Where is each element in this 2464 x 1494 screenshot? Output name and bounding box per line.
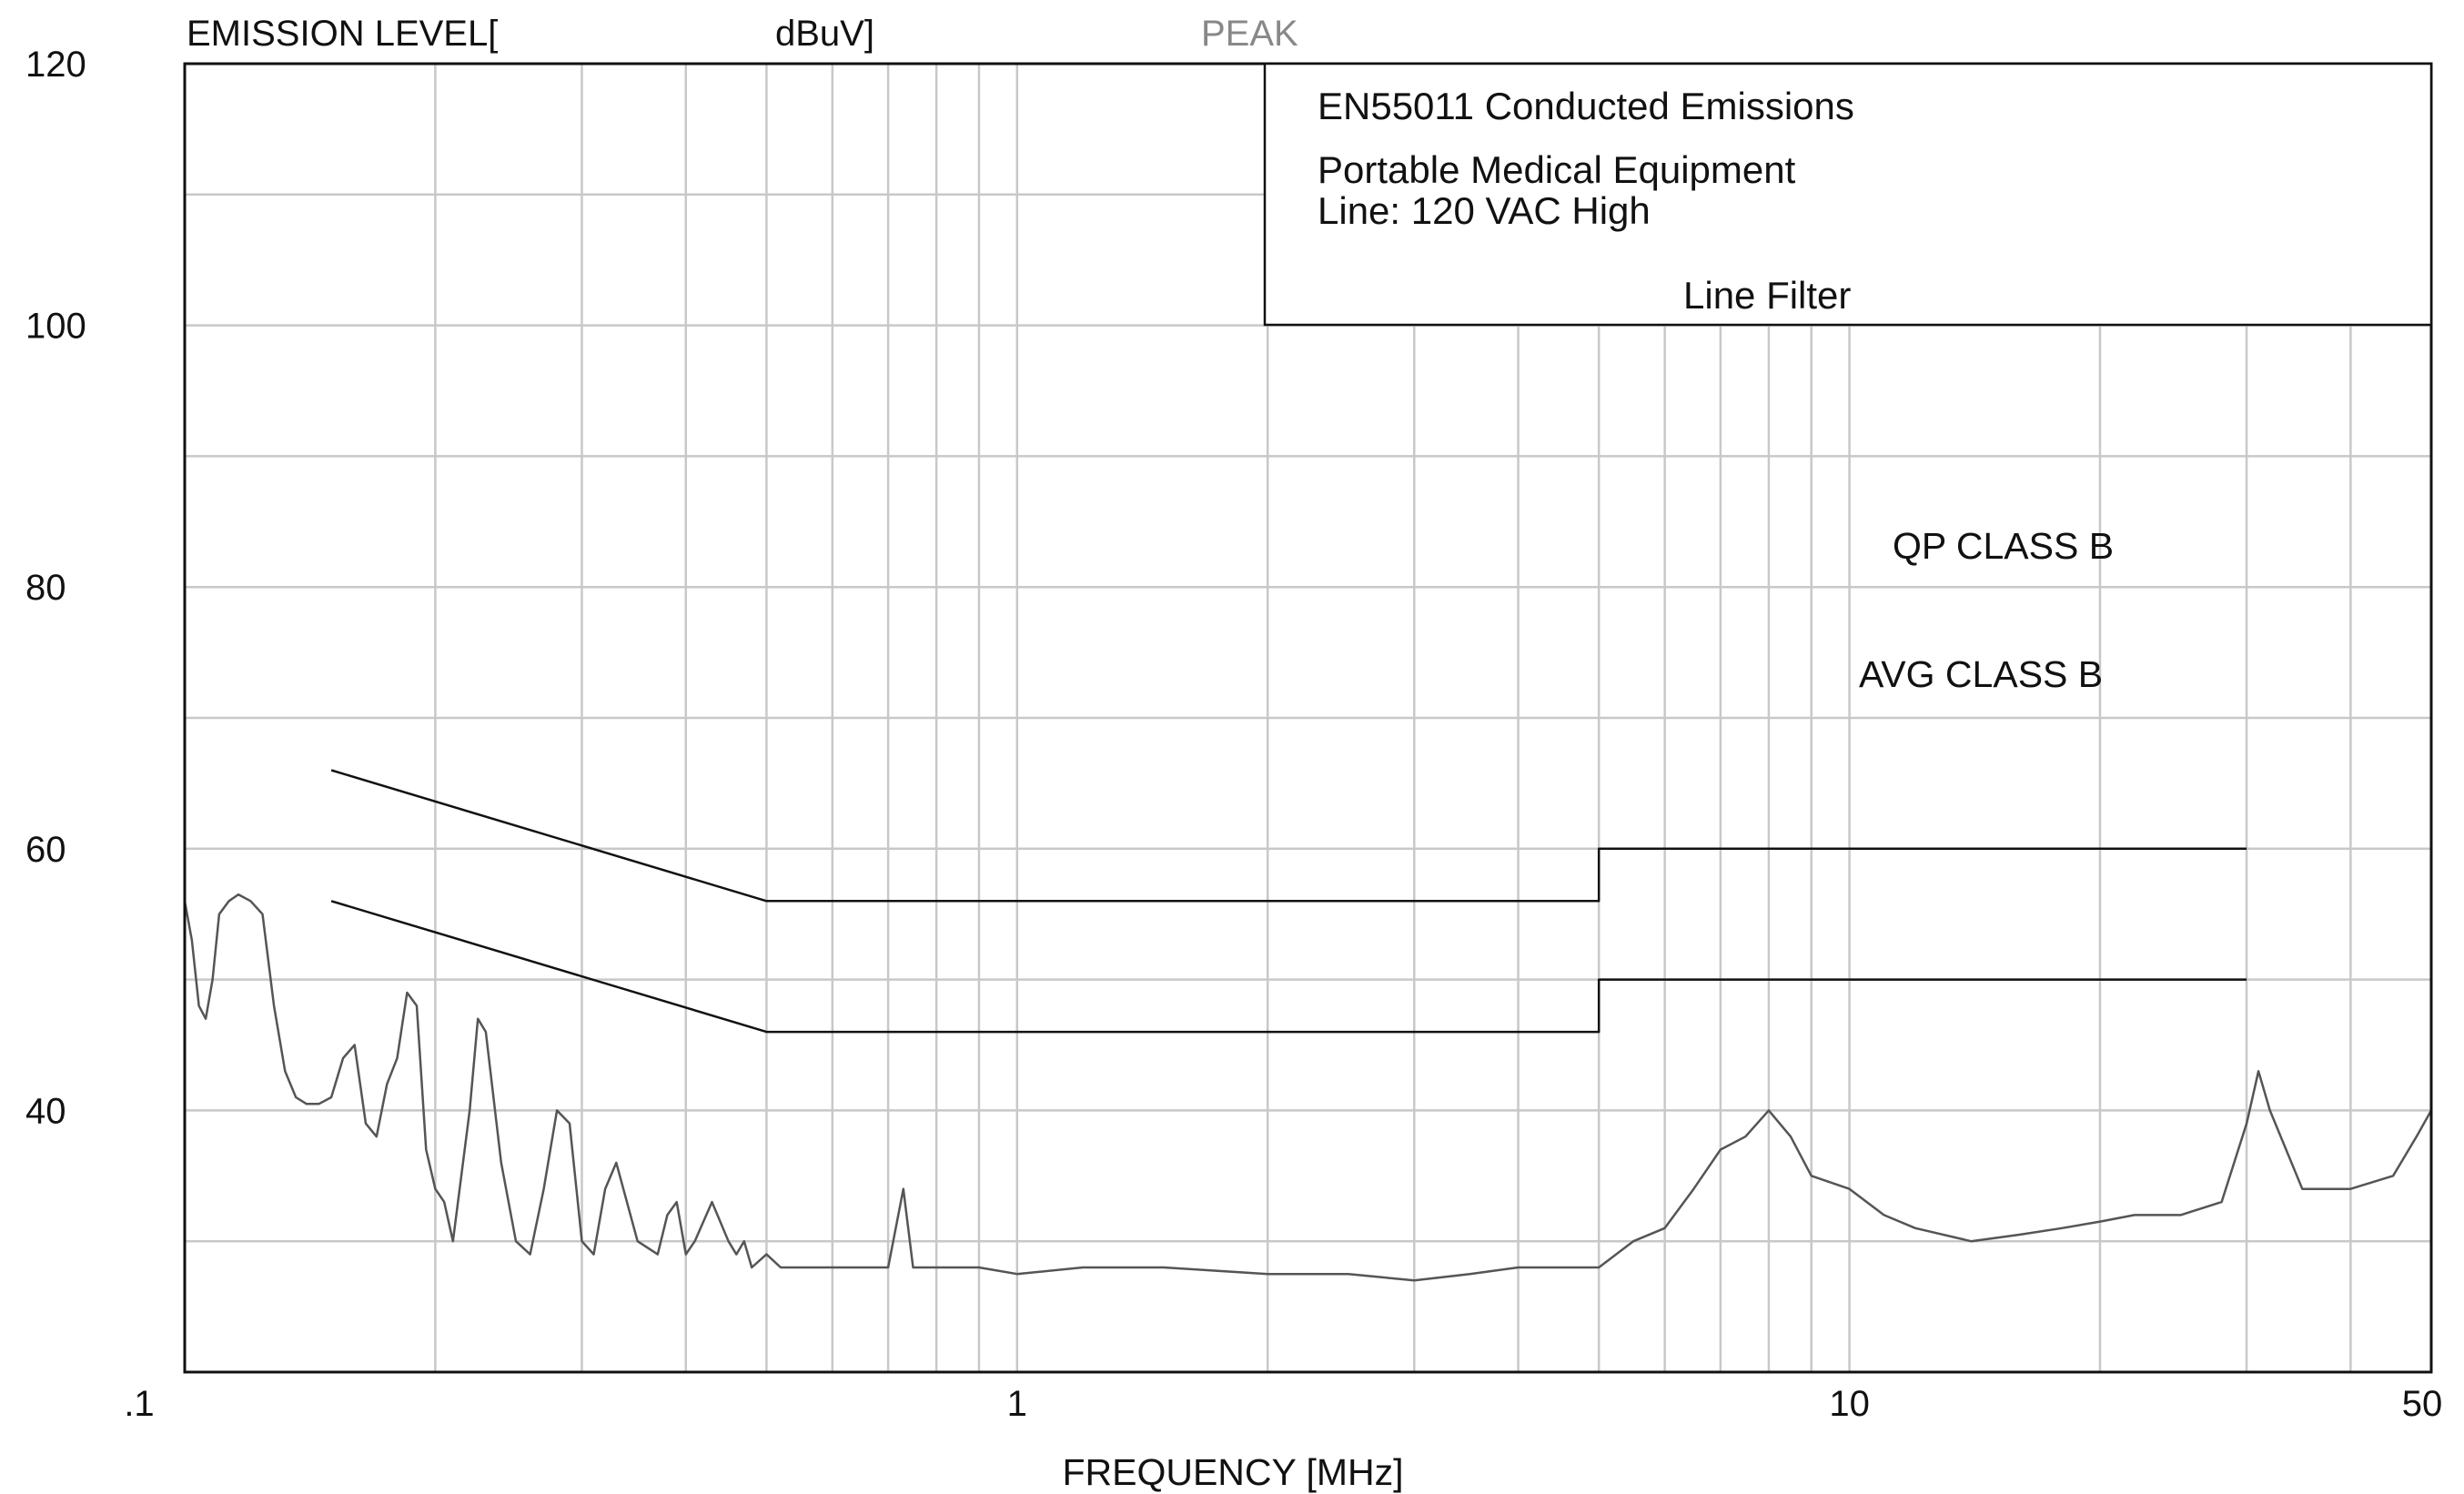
- legend-line-1: EN55011 Conducted Emissions: [1318, 85, 1854, 127]
- detector-label: PEAK: [1201, 14, 1298, 54]
- y-tick-labels: 40 60 80 100 120: [25, 45, 86, 1131]
- legend-box: [1263, 62, 2433, 327]
- grid-lines: [185, 64, 2431, 1372]
- legend-line-4: Line Filter: [1683, 274, 1851, 317]
- y-tick-label: 40: [25, 1091, 66, 1131]
- x-tick-label: 1: [1007, 1384, 1027, 1424]
- x-tick-labels: .1 1 10 50: [124, 1384, 2442, 1424]
- y-axis-label-part-1: EMISSION LEVEL[: [187, 14, 498, 54]
- y-tick-label: 60: [25, 830, 66, 870]
- peak-trace: [183, 893, 2433, 1282]
- y-tick-label: 100: [25, 307, 86, 347]
- y-axis-label-part-2: dBuV]: [775, 14, 874, 54]
- series-layer: [183, 769, 2433, 1282]
- qp-limit-line: [330, 769, 2247, 903]
- x-tick-label: 50: [2402, 1384, 2443, 1424]
- x-tick-label: .1: [124, 1384, 154, 1424]
- y-tick-label: 80: [25, 568, 66, 608]
- y-tick-label: 120: [25, 45, 86, 85]
- x-tick-label: 10: [1829, 1384, 1870, 1424]
- avg-limit-line: [330, 900, 2247, 1034]
- x-axis-label: FREQUENCY [MHz]: [1062, 1451, 1403, 1493]
- legend-line-2: Portable Medical Equipment: [1318, 148, 1796, 191]
- qp-limit-label: QP CLASS B: [1893, 525, 2114, 567]
- avg-limit-label: AVG CLASS B: [1859, 653, 2103, 695]
- legend-line-3: Line: 120 VAC High: [1318, 189, 1651, 232]
